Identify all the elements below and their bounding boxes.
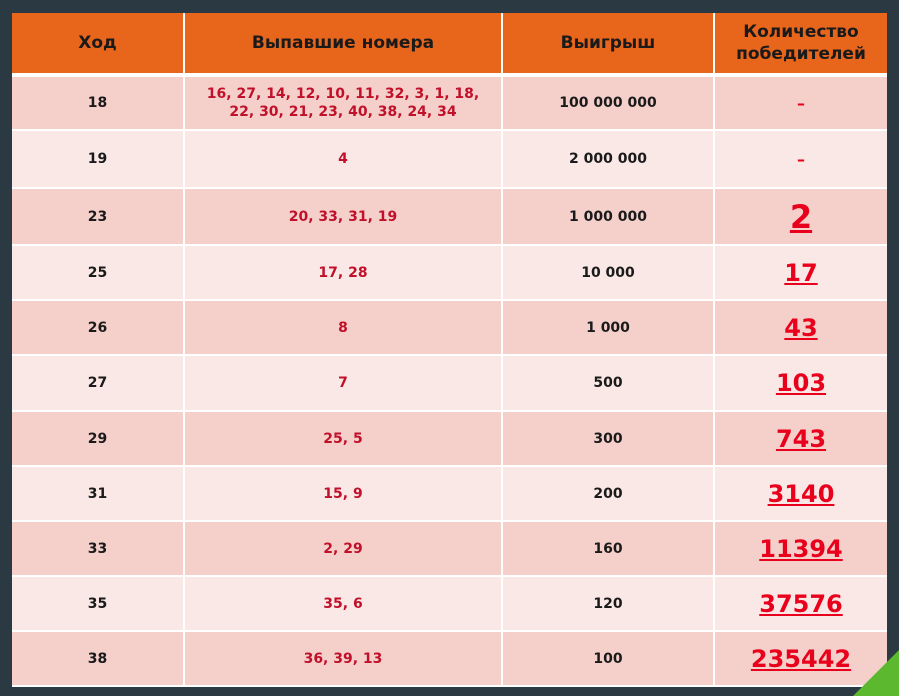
winners-count: 743 <box>775 424 827 453</box>
cell-move: 29 <box>12 411 185 467</box>
header-move: Ход <box>12 13 185 77</box>
cell-numbers: 15, 9 <box>184 466 503 522</box>
corner-triangle-decoration <box>853 650 899 696</box>
cell-winners: 3140 <box>714 466 887 522</box>
cell-winners: 17 <box>714 245 887 301</box>
table-row: 25 17, 28 10 000 17 <box>12 245 887 301</box>
cell-prize: 120 <box>502 576 715 632</box>
numbers-line-1: 8 <box>338 319 348 336</box>
numbers-line-1: 16, 27, 14, 12, 10, 11, 32, 3, 1, 18, <box>206 86 480 102</box>
cell-numbers: 4 <box>184 130 503 189</box>
table-row: 19 4 2 000 000 – <box>12 130 887 189</box>
cell-winners: 743 <box>714 411 887 467</box>
cell-move: 38 <box>12 631 185 687</box>
cell-move: 31 <box>12 466 185 522</box>
cell-numbers: 16, 27, 14, 12, 10, 11, 32, 3, 1, 18, 22,… <box>184 75 503 131</box>
cell-numbers: 17, 28 <box>184 245 503 301</box>
numbers-line-1: 36, 39, 13 <box>303 650 383 667</box>
cell-move: 18 <box>12 75 185 131</box>
cell-prize: 300 <box>502 411 715 467</box>
cell-numbers: 2, 29 <box>184 521 503 577</box>
cell-winners: – <box>714 75 887 131</box>
winners-count: 3140 <box>767 479 835 508</box>
cell-winners: 11394 <box>714 521 887 577</box>
winners-count: – <box>797 149 805 169</box>
cell-prize: 200 <box>502 466 715 522</box>
numbers-line-1: 17, 28 <box>318 264 368 281</box>
cell-winners: 43 <box>714 300 887 356</box>
winners-count: 37576 <box>759 589 843 618</box>
numbers-line-1: 25, 5 <box>323 430 363 447</box>
cell-numbers: 8 <box>184 300 503 356</box>
cell-prize: 1 000 <box>502 300 715 356</box>
cell-winners: 103 <box>714 355 887 412</box>
winners-count: 43 <box>784 313 818 342</box>
cell-numbers: 25, 5 <box>184 411 503 467</box>
cell-prize: 100 <box>502 631 715 687</box>
winners-count: 103 <box>775 369 827 397</box>
cell-numbers: 20, 33, 31, 19 <box>184 188 503 246</box>
table-row: 29 25, 5 300 743 <box>12 411 887 467</box>
numbers-line-1: 7 <box>338 375 348 391</box>
header-winners-line1: Количество <box>743 22 859 42</box>
table-row: 26 8 1 000 43 <box>12 300 887 356</box>
numbers-line-1: 35, 6 <box>323 595 363 612</box>
header-prize: Выигрыш <box>502 13 715 77</box>
cell-numbers: 7 <box>184 355 503 412</box>
numbers-line-1: 2, 29 <box>323 540 363 557</box>
winners-count: 11394 <box>759 534 843 563</box>
cell-prize: 1 000 000 <box>502 188 715 246</box>
numbers-line-2: 22, 30, 21, 23, 40, 38, 24, 34 <box>229 104 457 120</box>
cell-numbers: 36, 39, 13 <box>184 631 503 687</box>
winners-count: 17 <box>784 258 818 287</box>
header-winners: Количество победителей <box>714 13 887 77</box>
cell-winners: 37576 <box>714 576 887 632</box>
table-row: 33 2, 29 160 11394 <box>12 521 887 577</box>
cell-prize: 100 000 000 <box>502 75 715 131</box>
cell-move: 35 <box>12 576 185 632</box>
lottery-results-table-container: Ход Выпавшие номера Выигрыш Количество п… <box>12 13 887 687</box>
header-winners-line2: победителей <box>736 44 866 64</box>
numbers-line-1: 4 <box>338 151 348 167</box>
table-row: 31 15, 9 200 3140 <box>12 466 887 522</box>
header-numbers: Выпавшие номера <box>184 13 503 77</box>
numbers-line-1: 15, 9 <box>323 485 363 502</box>
cell-move: 19 <box>12 130 185 189</box>
cell-prize: 10 000 <box>502 245 715 301</box>
cell-winners: – <box>714 130 887 189</box>
table-row: 18 16, 27, 14, 12, 10, 11, 32, 3, 1, 18, 2… <box>12 75 887 131</box>
table-row: 23 20, 33, 31, 19 1 000 000 2 <box>12 188 887 246</box>
cell-winners: 2 <box>714 188 887 246</box>
cell-prize: 2 000 000 <box>502 130 715 189</box>
winners-count: 235442 <box>750 644 852 673</box>
winners-count: 2 <box>789 197 813 236</box>
table-row: 27 7 500 103 <box>12 355 887 412</box>
cell-move: 27 <box>12 355 185 412</box>
cell-prize: 160 <box>502 521 715 577</box>
cell-move: 33 <box>12 521 185 577</box>
cell-numbers: 35, 6 <box>184 576 503 632</box>
cell-move: 25 <box>12 245 185 301</box>
cell-move: 23 <box>12 188 185 246</box>
winners-count: – <box>797 93 805 113</box>
table-row: 35 35, 6 120 37576 <box>12 576 887 632</box>
table-row: 38 36, 39, 13 100 235442 <box>12 631 887 687</box>
numbers-line-1: 20, 33, 31, 19 <box>288 208 398 225</box>
cell-move: 26 <box>12 300 185 356</box>
header-row: Ход Выпавшие номера Выигрыш Количество п… <box>12 13 887 77</box>
cell-prize: 500 <box>502 355 715 412</box>
lottery-results-table: Ход Выпавшие номера Выигрыш Количество п… <box>12 13 887 687</box>
